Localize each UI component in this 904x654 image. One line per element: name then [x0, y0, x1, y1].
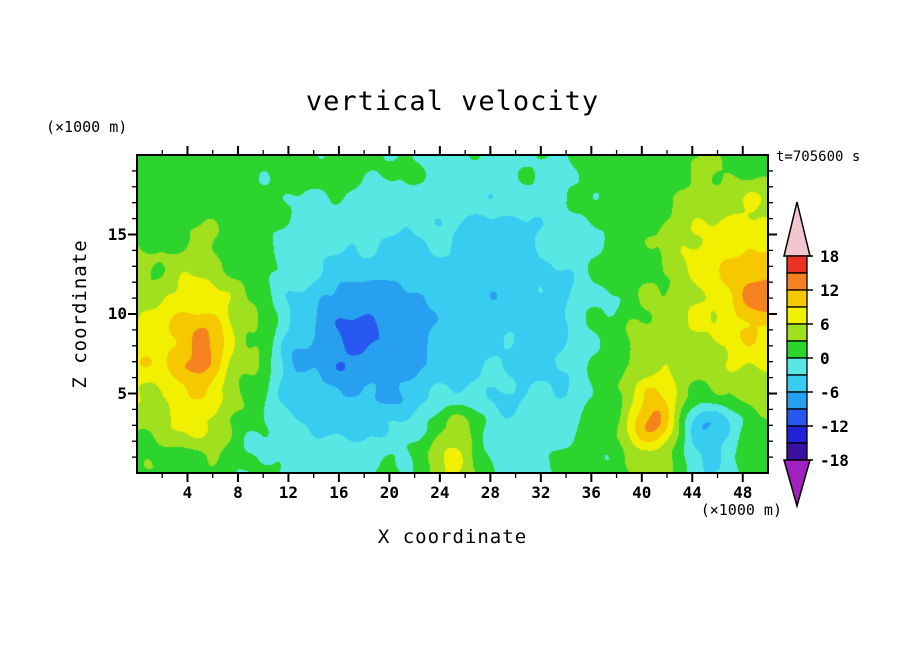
colorbar-scale — [783, 201, 813, 509]
x-tick-label: 36 — [581, 483, 601, 502]
x-tick-labels: 4 8 12 16 20 24 28 32 36 40 44 48 — [137, 155, 768, 502]
x-tick-label: 40 — [632, 483, 652, 502]
x-axis-units-label: (×1000 m) — [700, 501, 782, 519]
z-tick-label: 15 — [107, 224, 127, 244]
x-tick-label: 12 — [278, 483, 299, 502]
z-axis-units-label: (×1000 m) — [46, 118, 128, 136]
colorbar: 18 12 6 0 -6 -12 -18 — [780, 200, 900, 518]
z-tick-labels: 5 10 15 — [108, 155, 768, 473]
x-tick-label: 4 — [182, 483, 193, 502]
colorbar-label: 0 — [820, 349, 830, 368]
colorbar-label: -6 — [820, 383, 840, 402]
plot-frame-and-ticks — [128, 146, 777, 482]
colorbar-label: -12 — [820, 417, 849, 436]
colorbar-label: 12 — [820, 281, 840, 300]
x-tick-label: 16 — [329, 483, 349, 502]
timestamp-label: t=705600 s — [776, 149, 861, 165]
x-tick-label: 32 — [531, 483, 551, 502]
x-tick-label: 28 — [480, 483, 500, 502]
chart-title: vertical velocity — [305, 86, 600, 117]
x-tick-label: 24 — [430, 483, 450, 502]
x-tick-label: 20 — [379, 483, 400, 502]
z-tick-label: 10 — [107, 304, 127, 323]
colorbar-label: 18 — [820, 247, 840, 266]
colorbar-label: 6 — [820, 315, 830, 334]
x-tick-label: 44 — [682, 483, 702, 502]
x-axis-title: X coordinate — [377, 526, 528, 548]
colorbar-label: -18 — [820, 451, 849, 470]
contour-plot-area: 4 8 12 16 20 24 28 32 36 40 44 48 5 10 15 — [108, 146, 777, 502]
z-tick-label: 5 — [117, 383, 127, 403]
contour-field-canvas — [137, 155, 768, 473]
x-tick-label: 48 — [733, 483, 753, 502]
x-tick-label: 8 — [233, 483, 243, 502]
